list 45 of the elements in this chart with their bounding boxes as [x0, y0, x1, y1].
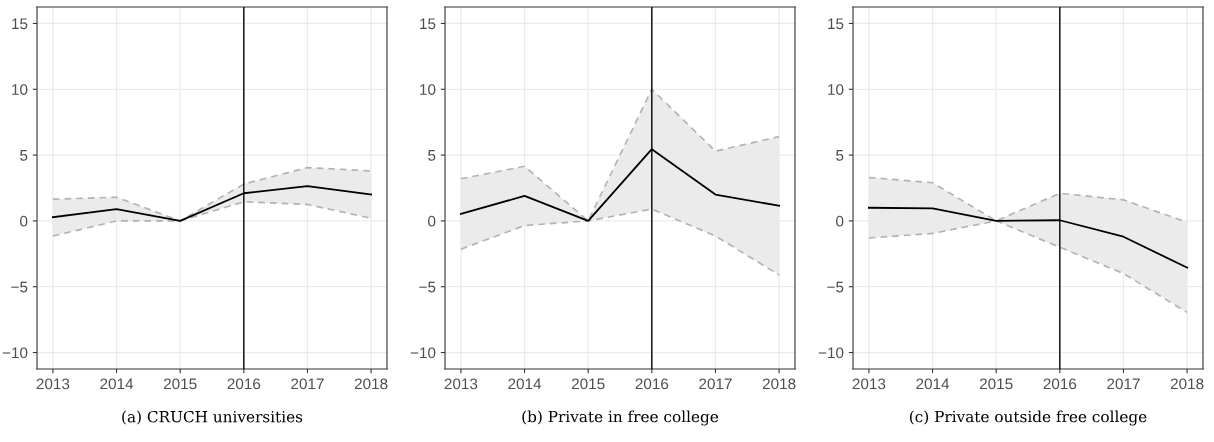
y-tick-label: 10 [12, 84, 28, 95]
y-tick-label: 5 [20, 150, 28, 161]
x-tick-label: 2018 [354, 378, 388, 390]
line-series [460, 208, 780, 276]
y-tick-label: −5 [419, 281, 436, 293]
y-tick-label: 15 [420, 18, 436, 30]
x-tick-label: 2017 [1107, 378, 1140, 390]
x-tick-label: 2013 [36, 378, 70, 390]
x-tick-label: 2014 [916, 378, 950, 390]
x-tick-label: 2017 [699, 378, 732, 390]
y-tick-label: 15 [12, 18, 28, 30]
line-series [868, 176, 1188, 224]
y-tick-label: −5 [827, 281, 844, 293]
x-tick-label: 2015 [979, 378, 1013, 390]
line-series [460, 88, 780, 222]
line-series [52, 166, 372, 222]
x-tick-label: 2018 [1170, 378, 1204, 390]
x-tick-label: 2018 [762, 378, 796, 390]
y-tick-label: 10 [828, 84, 844, 95]
y-tick-label: −5 [11, 281, 28, 293]
line-series [52, 200, 372, 237]
y-tick-label: 5 [836, 150, 844, 161]
x-tick-label: 2014 [508, 378, 542, 390]
text: (c) Private outside free college [909, 410, 1147, 426]
y-tick-label: −10 [818, 347, 844, 359]
x-tick-label: 2015 [163, 378, 197, 390]
x-tick-label: 2013 [852, 378, 886, 390]
y-tick-label: −10 [410, 347, 436, 359]
y-tick-label: 0 [836, 215, 844, 227]
y-tick-label: 0 [428, 215, 436, 227]
y-tick-label: 10 [420, 84, 436, 95]
line-series [868, 220, 1188, 314]
x-tick-label: 2016 [635, 378, 669, 390]
x-tick-label: 2016 [1043, 378, 1077, 390]
y-tick-label: −10 [2, 347, 28, 359]
text: (a) CRUCH universities [122, 410, 303, 425]
x-tick-label: 2017 [291, 378, 324, 390]
x-tick-label: 2014 [100, 378, 134, 390]
x-tick-label: 2015 [571, 378, 605, 390]
text: (b) Private in free college [522, 410, 719, 426]
x-tick-label: 2013 [444, 378, 478, 390]
x-tick-label: 2016 [227, 378, 261, 390]
y-tick-label: 0 [20, 215, 28, 227]
y-tick-label: 5 [428, 150, 436, 161]
y-tick-label: 15 [828, 18, 844, 30]
